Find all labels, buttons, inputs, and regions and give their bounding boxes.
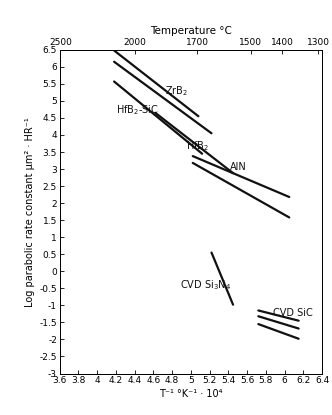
Text: HfB$_2$: HfB$_2$	[186, 139, 209, 153]
Text: AlN: AlN	[230, 162, 247, 172]
X-axis label: Temperature °C: Temperature °C	[150, 26, 232, 36]
Text: CVD Si$_3$N$_4$: CVD Si$_3$N$_4$	[180, 279, 231, 293]
Y-axis label: Log parabolic rate constant μm² · HR⁻¹: Log parabolic rate constant μm² · HR⁻¹	[25, 117, 35, 307]
Text: ZrB$_2$: ZrB$_2$	[165, 85, 188, 98]
X-axis label: T⁻¹ °K⁻¹ · 10⁴: T⁻¹ °K⁻¹ · 10⁴	[159, 389, 223, 400]
Text: HfB$_2$-SiC: HfB$_2$-SiC	[116, 104, 159, 117]
Text: CVD SiC: CVD SiC	[273, 308, 313, 318]
